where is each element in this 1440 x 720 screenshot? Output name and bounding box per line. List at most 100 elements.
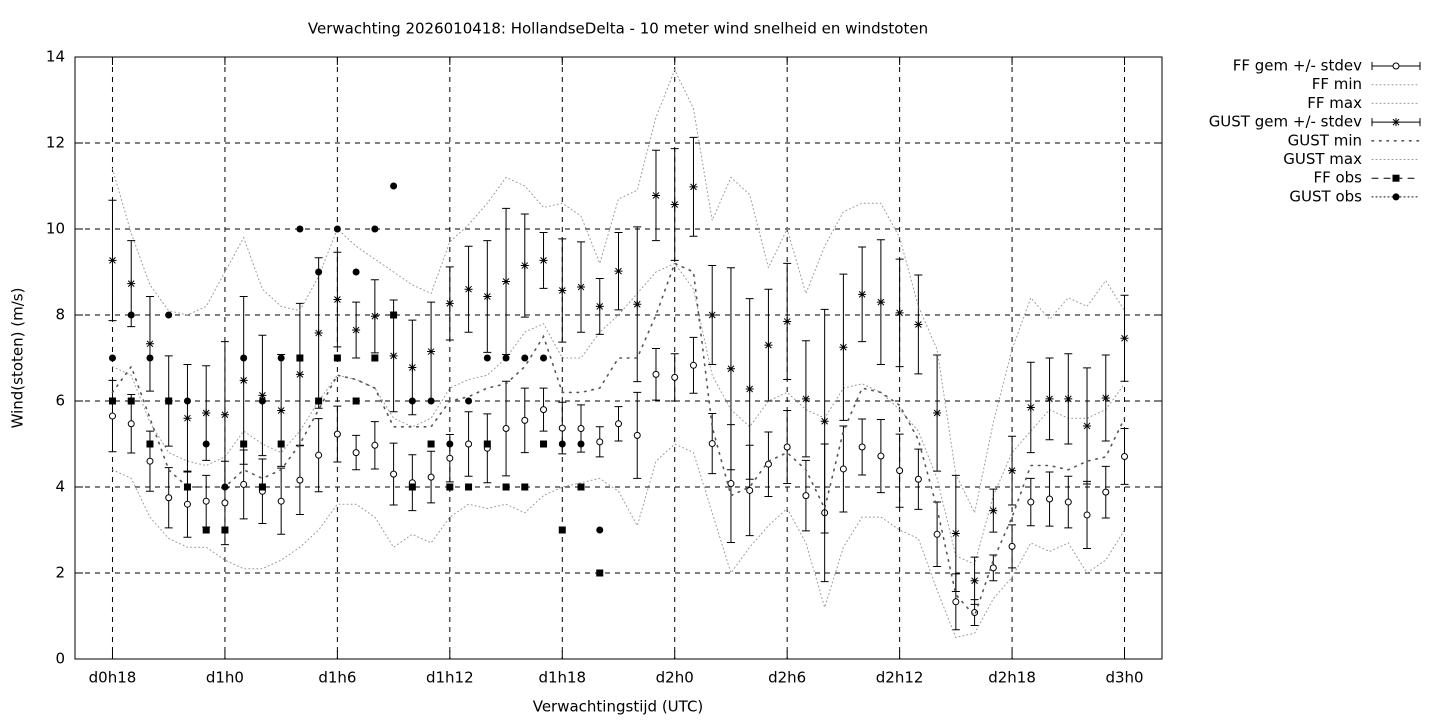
marker bbox=[333, 430, 341, 438]
marker bbox=[146, 440, 154, 448]
marker bbox=[296, 354, 304, 362]
x-tick-label: d2h12 bbox=[876, 669, 924, 687]
plot-frame bbox=[74, 56, 1163, 660]
marker bbox=[258, 483, 266, 491]
marker bbox=[165, 397, 173, 405]
marker bbox=[390, 182, 398, 190]
marker bbox=[876, 298, 885, 307]
marker bbox=[596, 438, 604, 446]
y-tick-label: 10 bbox=[46, 220, 65, 238]
marker bbox=[352, 397, 360, 405]
marker bbox=[877, 452, 885, 460]
marker bbox=[989, 506, 998, 515]
marker bbox=[801, 394, 810, 403]
series bbox=[111, 262, 1126, 618]
marker bbox=[1045, 394, 1054, 403]
marker bbox=[540, 440, 548, 448]
marker bbox=[108, 412, 116, 420]
marker bbox=[371, 225, 379, 233]
y-tick-label: 8 bbox=[55, 306, 65, 324]
marker bbox=[127, 420, 135, 428]
marker bbox=[914, 475, 922, 483]
marker bbox=[746, 486, 754, 494]
line bbox=[111, 68, 1126, 515]
marker bbox=[240, 480, 248, 488]
marker bbox=[108, 397, 116, 405]
marker bbox=[427, 347, 436, 356]
marker bbox=[577, 283, 586, 292]
series bbox=[111, 68, 1126, 515]
marker bbox=[558, 526, 566, 534]
marker bbox=[540, 354, 548, 362]
marker bbox=[427, 440, 435, 448]
marker bbox=[577, 483, 585, 491]
marker bbox=[502, 425, 510, 433]
marker bbox=[371, 354, 379, 362]
marker bbox=[108, 354, 116, 362]
chart-title: Verwachting 2026010418: HollandseDelta -… bbox=[308, 20, 928, 38]
marker bbox=[295, 370, 304, 379]
x-axis-label: Verwachtingstijd (UTC) bbox=[533, 698, 704, 716]
legend-label: FF max bbox=[1307, 94, 1362, 112]
marker bbox=[1392, 174, 1400, 182]
marker bbox=[221, 483, 229, 491]
marker bbox=[145, 339, 154, 348]
marker bbox=[1083, 511, 1091, 519]
marker bbox=[520, 261, 529, 270]
marker bbox=[595, 302, 604, 311]
x-tick-label: d1h18 bbox=[538, 669, 586, 687]
marker bbox=[577, 440, 585, 448]
marker bbox=[333, 295, 342, 304]
marker bbox=[277, 440, 285, 448]
x-tick-label: d2h0 bbox=[656, 669, 694, 687]
marker bbox=[371, 441, 379, 449]
marker bbox=[408, 397, 416, 405]
line bbox=[111, 262, 1126, 618]
marker bbox=[839, 343, 848, 352]
marker bbox=[446, 440, 454, 448]
marker bbox=[1392, 118, 1400, 127]
marker bbox=[577, 425, 585, 433]
series bbox=[111, 443, 1126, 639]
marker bbox=[277, 497, 285, 505]
marker bbox=[333, 354, 341, 362]
marker bbox=[521, 483, 529, 491]
marker bbox=[127, 279, 136, 288]
marker bbox=[633, 300, 642, 309]
y-tick-label: 14 bbox=[46, 48, 65, 66]
marker bbox=[202, 497, 210, 505]
legend-label: GUST max bbox=[1283, 150, 1362, 168]
marker bbox=[745, 384, 754, 393]
marker bbox=[183, 500, 191, 508]
marker bbox=[521, 416, 529, 424]
marker bbox=[315, 268, 323, 276]
marker bbox=[783, 443, 791, 451]
marker bbox=[764, 341, 773, 350]
marker bbox=[989, 564, 997, 572]
marker bbox=[165, 494, 173, 502]
marker bbox=[502, 483, 510, 491]
marker bbox=[446, 483, 454, 491]
marker bbox=[277, 406, 286, 415]
marker bbox=[483, 292, 492, 301]
marker bbox=[558, 424, 566, 432]
marker bbox=[689, 361, 697, 369]
marker bbox=[352, 268, 360, 276]
marker bbox=[427, 397, 435, 405]
marker bbox=[296, 476, 304, 484]
legend-sample bbox=[1371, 193, 1421, 201]
marker bbox=[933, 409, 942, 418]
marker bbox=[651, 191, 660, 200]
legend-label: FF min bbox=[1312, 75, 1362, 93]
marker bbox=[1008, 542, 1016, 550]
marker bbox=[221, 526, 229, 534]
marker bbox=[240, 354, 248, 362]
marker bbox=[652, 370, 660, 378]
legend-label: GUST min bbox=[1288, 131, 1362, 149]
marker bbox=[258, 391, 267, 400]
x-tick-label: d3h0 bbox=[1105, 669, 1143, 687]
marker bbox=[858, 443, 866, 451]
marker bbox=[708, 440, 716, 448]
marker bbox=[314, 329, 323, 338]
